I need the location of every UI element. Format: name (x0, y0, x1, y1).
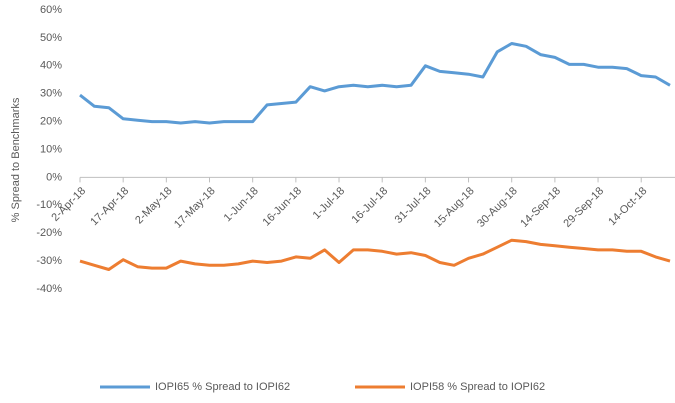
x-tick-label: 17-Apr-18 (88, 185, 131, 228)
legend-label: IOPI58 % Spread to IOPI62 (410, 381, 545, 393)
y-tick-label: -30% (36, 255, 62, 267)
y-tick-label: 10% (40, 143, 62, 155)
x-tick-label: 2-May-18 (133, 185, 174, 226)
y-tick-label: 40% (40, 60, 62, 72)
y-tick-label: 50% (40, 32, 62, 44)
legend-label: IOPI65 % Spread to IOPI62 (155, 381, 290, 393)
x-tick-label: 1-Jul-18 (311, 185, 348, 222)
y-tick-label: -10% (36, 199, 62, 211)
y-tick-label: 60% (40, 4, 62, 16)
x-tick-label: 31-Jul-18 (393, 185, 434, 226)
x-tick-label: 16-Jun-18 (261, 185, 305, 229)
y-tick-label: -40% (36, 283, 62, 295)
x-tick-label: 16-Jul-18 (349, 185, 390, 226)
y-tick-label: 0% (46, 171, 62, 183)
y-tick-label: 30% (40, 88, 62, 100)
x-tick-label: 14-Oct-18 (606, 185, 649, 228)
x-tick-label: 14-Sep-18 (518, 185, 563, 230)
y-tick-label: -20% (36, 227, 62, 239)
series-line (79, 238, 671, 271)
x-tick-label: 15-Aug-18 (432, 185, 477, 230)
x-tick-label: 30-Aug-18 (475, 185, 520, 230)
series-line (79, 42, 671, 125)
x-tick-label: 29-Sep-18 (561, 185, 606, 230)
x-tick-label: 1-Jun-18 (222, 185, 261, 224)
x-tick-label: 17-May-18 (172, 185, 218, 231)
y-axis-label: % Spread to Benchmarks (10, 97, 22, 222)
y-tick-label: 20% (40, 116, 62, 128)
